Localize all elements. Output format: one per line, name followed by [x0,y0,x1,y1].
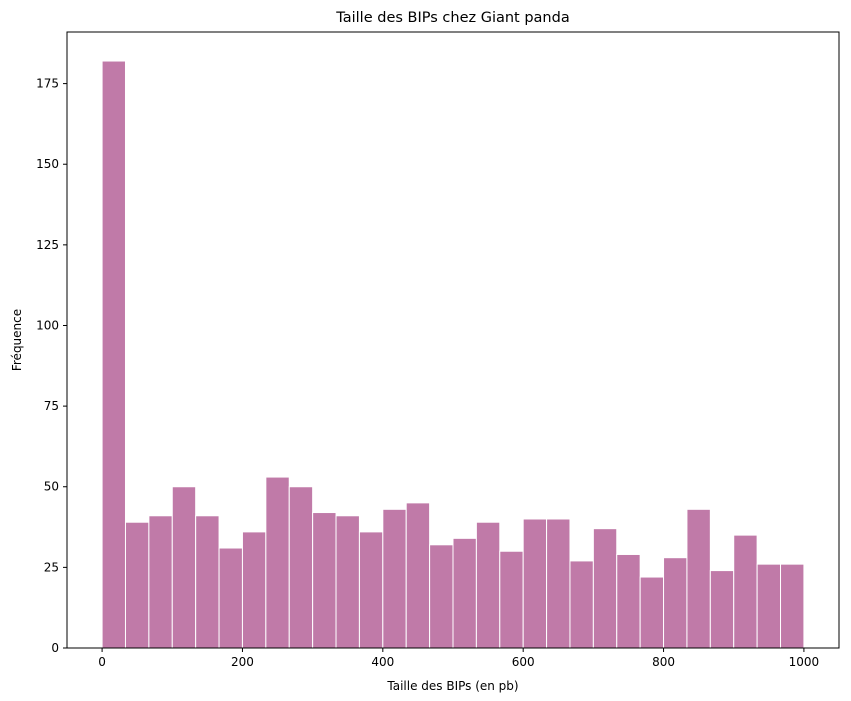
histogram-bar [124,521,150,649]
histogram-bar [616,553,641,649]
x-tick-label: 800 [652,655,675,669]
histogram-bar [639,576,665,649]
histogram-bar [218,547,243,649]
histogram-bar [546,518,571,649]
x-tick-label: 0 [98,655,106,669]
histogram-bar [171,486,197,649]
histogram-bar [288,486,314,649]
y-tick-label: 0 [51,641,59,655]
histogram-bar [756,563,782,649]
y-tick-label: 125 [36,238,59,252]
histogram-bar [522,518,548,649]
histogram-bar [265,476,290,649]
y-tick-label: 100 [36,318,59,332]
y-tick-label: 150 [36,157,59,171]
histogram-bars [101,60,805,649]
histogram-bar [405,502,431,649]
histogram-bar [429,544,454,649]
y-axis-title: Fréquence [10,309,24,371]
x-tick-label: 600 [512,655,535,669]
plot-frame [66,31,840,649]
chart-title: Taille des BIPs chez Giant panda [335,10,569,26]
histogram-bar [452,537,477,649]
histogram-bar [592,528,618,649]
y-tick-label: 25 [44,560,59,574]
x-tick-label: 1000 [789,655,820,669]
histogram-bar [358,531,384,649]
x-tick-label: 200 [231,655,254,669]
histogram-bar [101,60,126,649]
x-axis-title: Taille des BIPs (en pb) [386,679,518,693]
x-axis: 0 200 400 600 800 1000 [98,648,819,669]
histogram-bar [148,515,173,649]
histogram-bar [686,508,711,649]
y-tick-label: 75 [44,399,59,413]
histogram-bar [733,534,758,649]
y-axis: 0 25 50 75 100 125 150 175 [36,77,67,655]
histogram-bar [780,563,805,649]
y-tick-label: 50 [44,480,59,494]
histogram-bar [241,531,267,649]
histogram-bar [195,515,220,649]
histogram-bar [335,515,360,649]
y-tick-label: 175 [36,77,59,91]
histogram-bar [709,570,735,649]
histogram-bar [569,560,594,649]
histogram-bar [312,512,337,649]
histogram-bar [663,557,688,649]
histogram-bar [499,550,524,649]
histogram-bar [382,508,407,649]
histogram-bar [475,521,501,649]
x-tick-label: 400 [371,655,394,669]
